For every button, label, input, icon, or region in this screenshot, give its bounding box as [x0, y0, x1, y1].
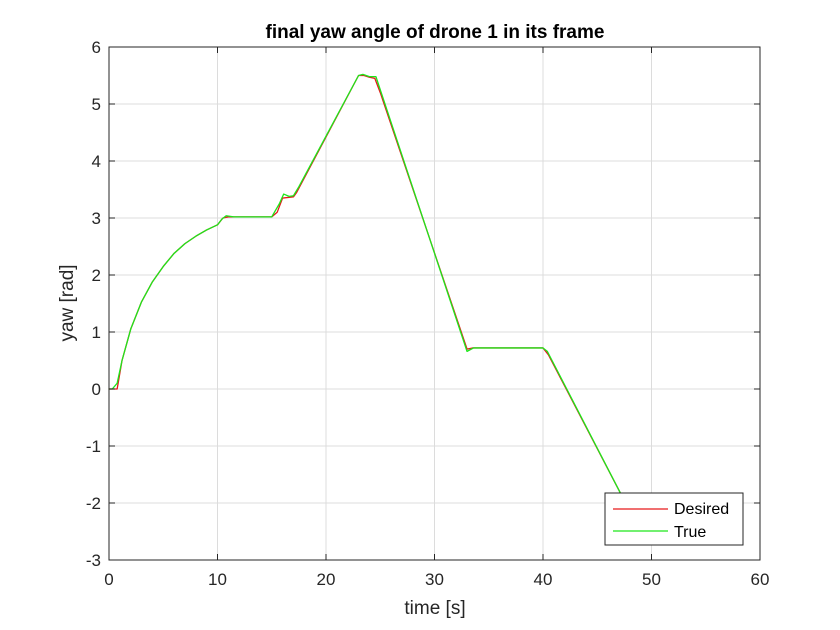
- chart-title: final yaw angle of drone 1 in its frame: [266, 22, 605, 43]
- y-tick-label: -1: [86, 437, 101, 456]
- x-tick-label: 20: [317, 570, 336, 589]
- x-ticks: 0 10 20 30 40 50 60: [104, 47, 769, 589]
- y-tick-label: -2: [86, 494, 101, 513]
- y-tick-label: 2: [92, 266, 101, 285]
- legend: Desired True: [604, 492, 744, 546]
- y-tick-label: 5: [92, 95, 101, 114]
- x-axis-label: time [s]: [404, 598, 465, 619]
- x-tick-label: 30: [425, 570, 444, 589]
- series-layer: [108, 73, 622, 496]
- y-ticks: -3 -2 -1 0 1 2 3 4 5 6: [86, 38, 760, 570]
- legend-box: [604, 492, 744, 546]
- legend-label-desired: Desired: [674, 501, 729, 518]
- y-tick-label: 3: [92, 209, 101, 228]
- x-tick-label: 50: [642, 570, 661, 589]
- y-tick-label: 0: [92, 380, 101, 399]
- y-tick-label: 6: [92, 38, 101, 57]
- x-tick-label: 40: [534, 570, 553, 589]
- y-tick-label: 4: [92, 152, 101, 171]
- y-tick-label: -3: [86, 551, 101, 570]
- x-tick-label: 0: [104, 570, 113, 589]
- x-tick-label: 10: [208, 570, 227, 589]
- y-tick-label: 1: [92, 323, 101, 342]
- series-line-true: [108, 73, 622, 496]
- x-tick-label: 60: [751, 570, 770, 589]
- legend-label-true: True: [674, 524, 706, 541]
- y-axis-label: yaw [rad]: [57, 264, 78, 341]
